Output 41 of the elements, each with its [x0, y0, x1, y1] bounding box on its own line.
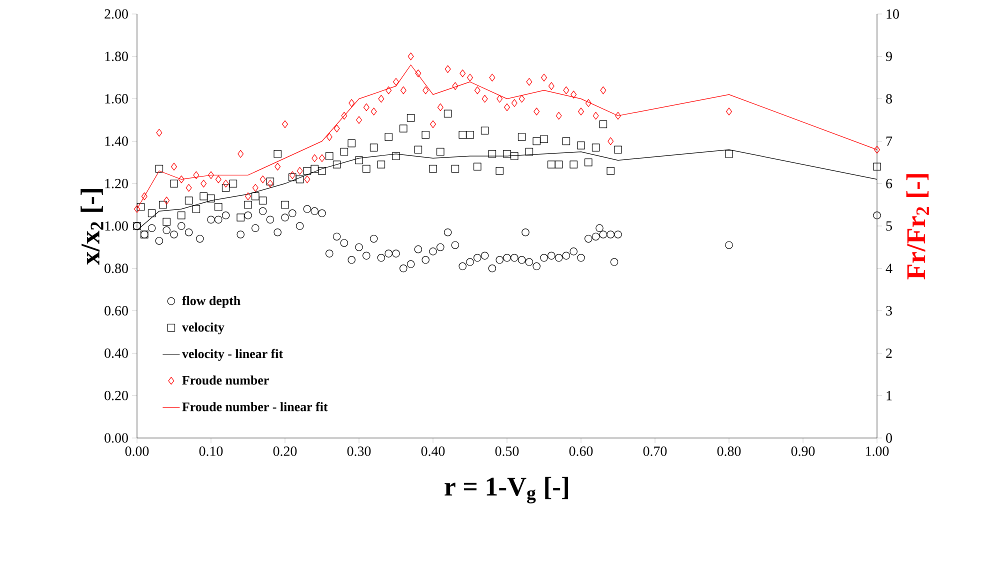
y-tick-label: 1.20 [105, 178, 128, 188]
y2-tick-label: 10 [886, 9, 899, 19]
y-tick-label: 2.00 [104, 9, 128, 19]
x-axis-title: r = 1-V$_{g}$ [-] [444, 476, 568, 504]
y2-tick-label: 2 [886, 348, 892, 358]
x-tick-label: 0.90 [791, 446, 815, 456]
x-tick-label: 0.10 [199, 446, 223, 456]
y2-tick-label: 5 [886, 221, 892, 231]
y-tick-label: 0.20 [104, 390, 128, 400]
y-tick-label: 0.80 [104, 264, 128, 274]
legend-label: Froude number [182, 376, 269, 385]
legend-label: flow depth [182, 296, 240, 308]
legend-label: velocity [182, 322, 224, 334]
y2-tick-label: 6 [886, 178, 892, 188]
x-tick-label: 0.80 [717, 446, 741, 456]
y-tick-label: 0.60 [104, 306, 128, 316]
y-tick-label: 1.80 [105, 52, 128, 62]
y2-tick-label: 4 [886, 264, 892, 273]
y2-axis-title: Fr/Fr$_{2}$ [-] [906, 174, 929, 280]
y2-tick-label: 9 [886, 52, 892, 62]
y2-tick-label: 1 [886, 390, 892, 400]
x-tick-label: 0.70 [643, 446, 667, 456]
y-tick-label: 0.00 [104, 433, 128, 443]
x-tick-label: 0.00 [125, 446, 149, 456]
x-tick-label: 1.00 [866, 446, 889, 456]
y2-tick-label: 0 [886, 433, 892, 443]
y-tick-label: 1.00 [105, 221, 128, 231]
y-tick-label: 1.40 [105, 136, 128, 146]
legend-label: Froude number - linear fit [182, 402, 328, 412]
y-axis-title: x/x$_{2}$ [-] [80, 189, 104, 265]
x-tick-label: 0.30 [347, 446, 371, 456]
x-tick-label: 0.60 [569, 446, 593, 456]
x-tick-label: 0.50 [495, 446, 519, 456]
x-tick-label: 0.40 [421, 446, 445, 456]
legend-label: velocity - linear fit [182, 348, 283, 361]
y-tick-label: 0.40 [104, 348, 128, 358]
y2-tick-label: 8 [886, 94, 892, 104]
y-tick-label: 1.60 [105, 94, 128, 104]
y2-tick-label: 7 [886, 136, 892, 146]
y2-tick-label: 3 [886, 306, 892, 316]
x-tick-label: 0.20 [273, 446, 297, 456]
